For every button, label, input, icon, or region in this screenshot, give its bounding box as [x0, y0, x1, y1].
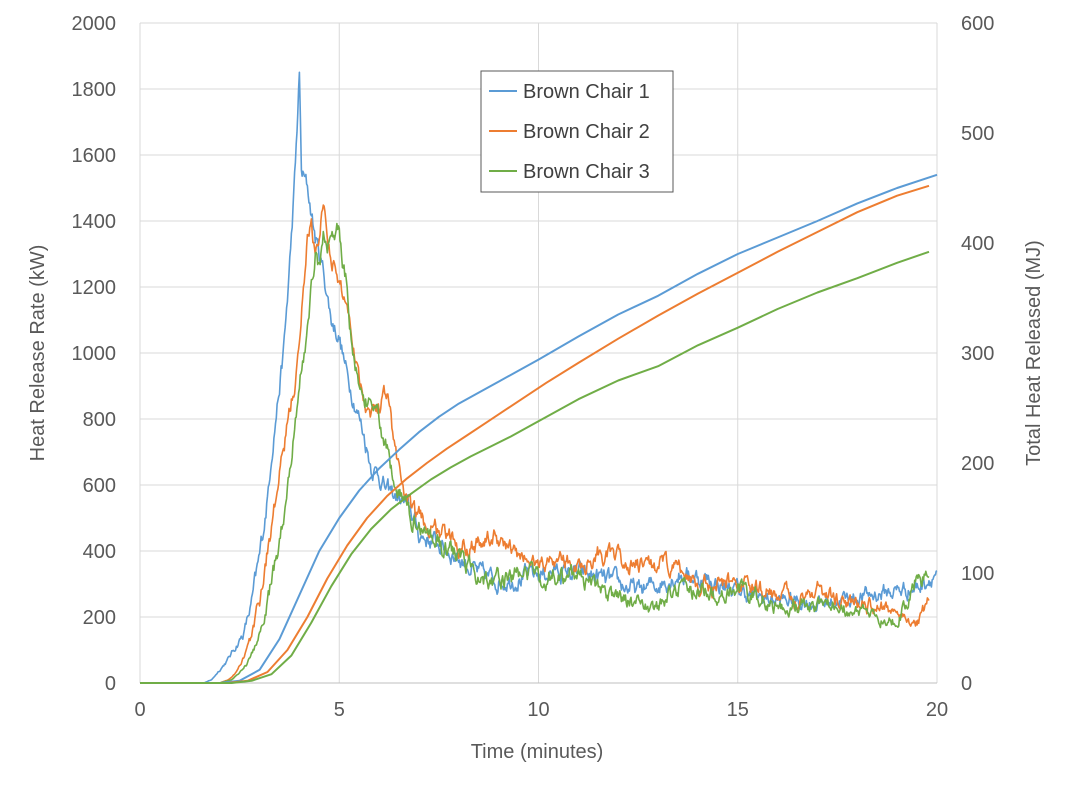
y-left-tick-label: 600 [83, 475, 116, 497]
thr-series-line [140, 250, 930, 684]
y-left-tick-label: 1400 [72, 211, 117, 233]
hrr-series-line [140, 204, 930, 684]
y-left-tick-label: 0 [105, 673, 116, 695]
y-left-tick-label: 1600 [72, 145, 117, 167]
x-tick-label: 10 [527, 699, 549, 721]
legend-entry-label: Brown Chair 3 [523, 161, 650, 183]
thr-series-line [140, 173, 938, 684]
y-right-tick-label: 400 [961, 233, 994, 255]
y-left-axis-title: Heat Release Rate (kW) [27, 245, 49, 462]
y-right-tick-label: 300 [961, 343, 994, 365]
y-left-tick-label: 200 [83, 607, 116, 629]
y-left-tick-label: 800 [83, 409, 116, 431]
y-right-tick-label: 100 [961, 563, 994, 585]
series-layer [140, 71, 938, 684]
thr-series-line [140, 184, 930, 684]
y-right-axis-title: Total Heat Released (MJ) [1023, 240, 1045, 466]
x-tick-label: 5 [334, 699, 345, 721]
y-right-tick-label: 500 [961, 123, 994, 145]
y-left-tick-label: 1200 [72, 277, 117, 299]
y-left-tick-label: 1000 [72, 343, 117, 365]
x-tick-label: 0 [134, 699, 145, 721]
hrr-series-line [140, 222, 930, 684]
x-axis-title: Time (minutes) [471, 741, 604, 763]
y-left-tick-label: 2000 [72, 13, 117, 35]
y-left-tick-label: 1800 [72, 79, 117, 101]
x-tick-label: 15 [727, 699, 749, 721]
y-left-tick-label: 400 [83, 541, 116, 563]
y-right-tick-label: 600 [961, 13, 994, 35]
y-right-tick-label: 0 [961, 673, 972, 695]
legend: Brown Chair 1 Brown Chair 2 Brown Chair 3 [480, 70, 674, 193]
legend-entry-label: Brown Chair 1 [523, 81, 650, 103]
x-tick-label: 20 [926, 699, 948, 721]
y-right-tick-label: 200 [961, 453, 994, 475]
legend-entry-label: Brown Chair 2 [523, 121, 650, 143]
